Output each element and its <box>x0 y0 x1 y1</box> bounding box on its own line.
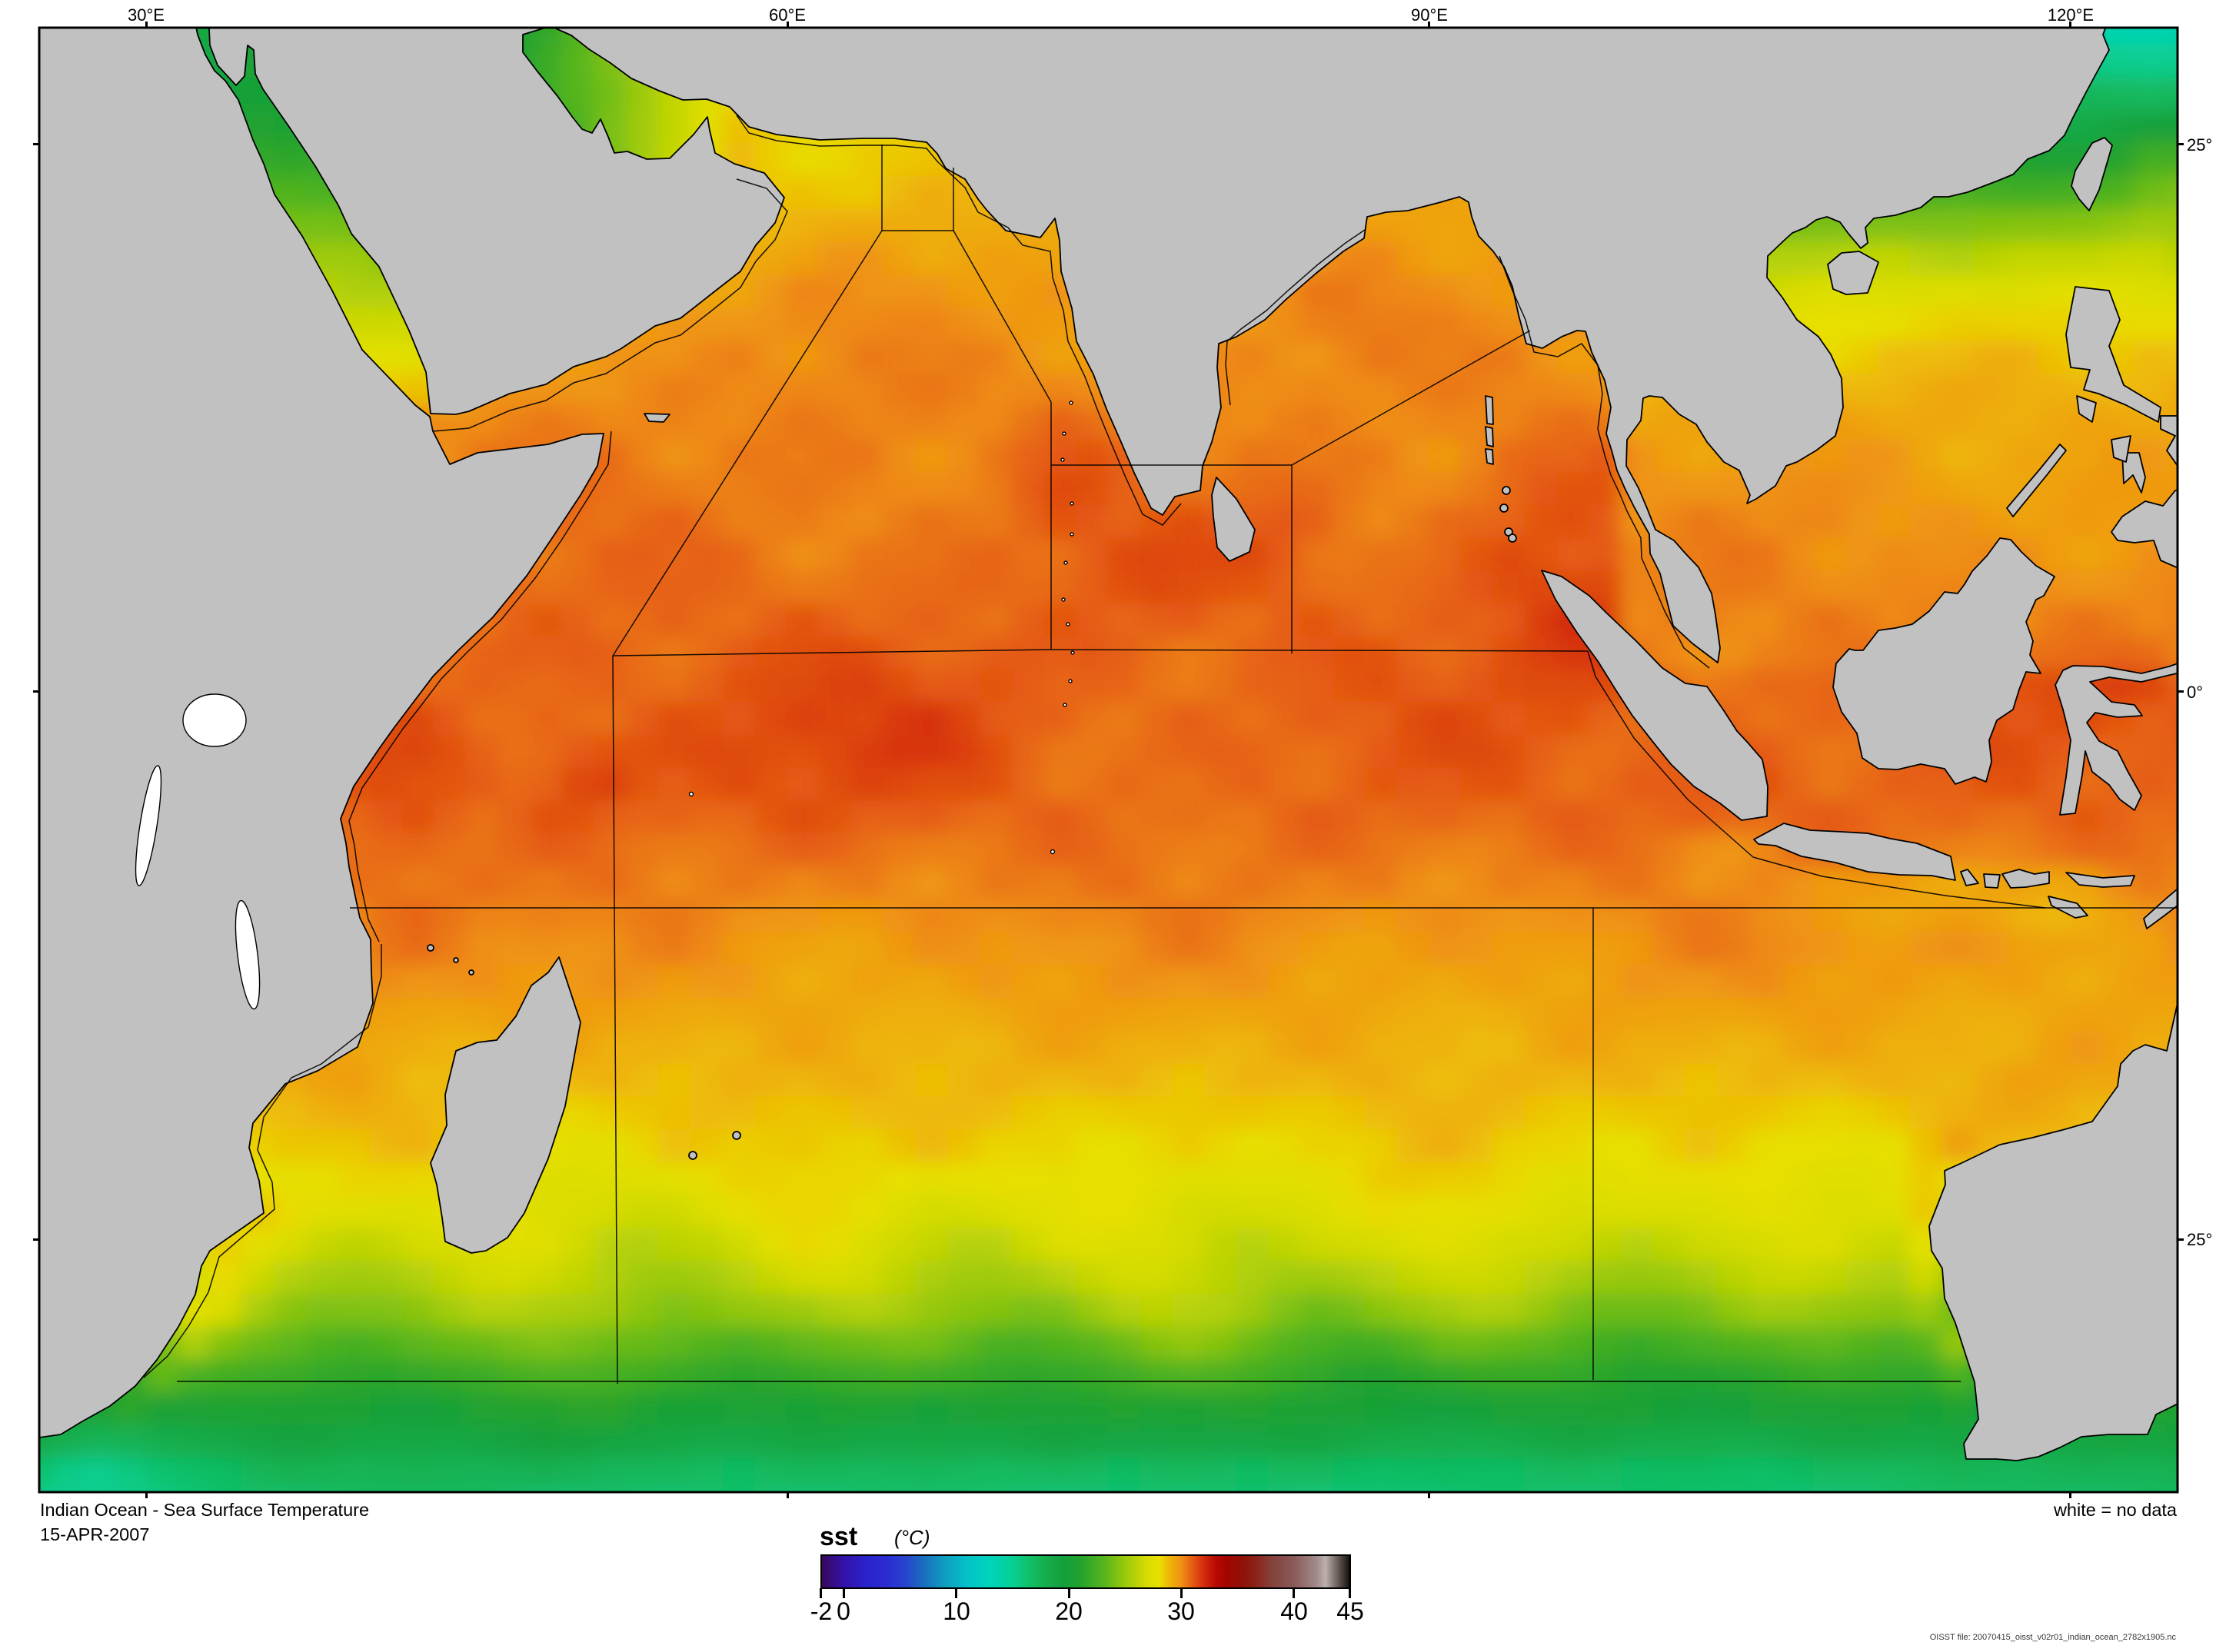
svg-text:20: 20 <box>1055 1597 1083 1625</box>
svg-text:45: 45 <box>1336 1597 1364 1625</box>
svg-text:10: 10 <box>943 1597 970 1625</box>
svg-text:OISST file: 20070415_oisst_v02: OISST file: 20070415_oisst_v02r01_indian… <box>1930 1633 2177 1642</box>
svg-text:40: 40 <box>1280 1597 1308 1625</box>
svg-text:0: 0 <box>837 1597 850 1625</box>
svg-text:0°: 0° <box>2187 683 2203 702</box>
svg-text:(°C): (°C) <box>894 1526 930 1549</box>
svg-text:30°E: 30°E <box>128 5 165 25</box>
svg-text:30: 30 <box>1167 1597 1195 1625</box>
svg-text:-2: -2 <box>810 1597 832 1625</box>
svg-text:60°E: 60°E <box>769 5 806 25</box>
svg-text:90°E: 90°E <box>1411 5 1448 25</box>
svg-text:25°: 25° <box>2187 1230 2212 1249</box>
svg-text:sst: sst <box>820 1522 857 1551</box>
svg-text:Indian Ocean - Sea Surface Tem: Indian Ocean - Sea Surface Temperature <box>40 1500 369 1520</box>
svg-text:25°: 25° <box>2187 135 2212 155</box>
svg-text:white = no data: white = no data <box>2053 1500 2178 1520</box>
svg-text:15-APR-2007: 15-APR-2007 <box>40 1524 149 1544</box>
svg-text:120°E: 120°E <box>2048 5 2094 25</box>
